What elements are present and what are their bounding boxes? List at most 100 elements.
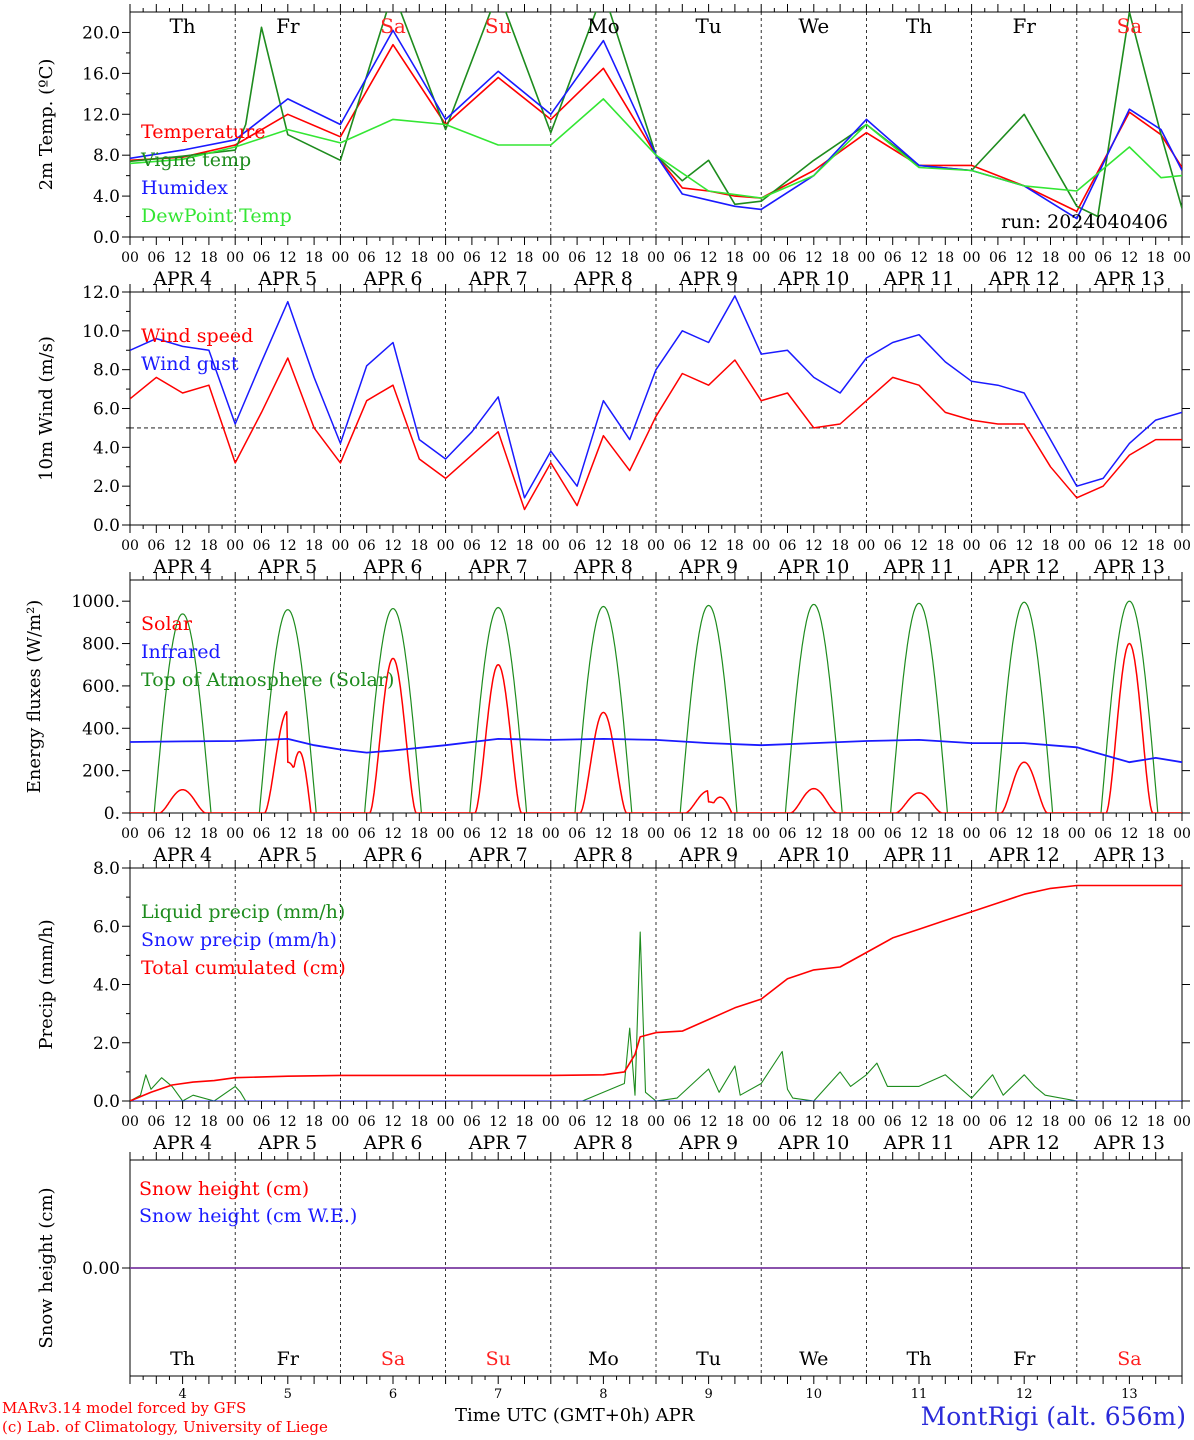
hour-tick-label: 00 bbox=[331, 538, 349, 554]
hour-tick-label: 18 bbox=[200, 538, 218, 554]
y-tick-label: 1000. bbox=[71, 592, 120, 612]
legend-label: Wind gust bbox=[141, 353, 239, 375]
hour-tick-label: 06 bbox=[463, 1114, 481, 1130]
hour-tick-label: 06 bbox=[779, 538, 797, 554]
hour-tick-label: 00 bbox=[1068, 250, 1086, 266]
date-label: APR 10 bbox=[777, 1132, 849, 1154]
hour-tick-label: 18 bbox=[621, 826, 639, 842]
y-tick-label: 8.0 bbox=[93, 146, 120, 166]
y-tick-label: 0.0 bbox=[93, 228, 120, 248]
hour-tick-label: 12 bbox=[384, 250, 402, 266]
hour-tick-label: 00 bbox=[1173, 1114, 1191, 1130]
date-label: APR 7 bbox=[468, 268, 528, 290]
hour-tick-label: 06 bbox=[147, 538, 165, 554]
hour-tick-label: 06 bbox=[673, 1114, 691, 1130]
day-name: Sa bbox=[380, 14, 406, 38]
solar-day-curve bbox=[656, 790, 762, 813]
date-label: APR 13 bbox=[1093, 268, 1165, 290]
hour-tick-label: 12 bbox=[805, 250, 823, 266]
hour-tick-label: 06 bbox=[1094, 1114, 1112, 1130]
hour-tick-label: 00 bbox=[1068, 826, 1086, 842]
hour-tick-label: 06 bbox=[463, 826, 481, 842]
hour-tick-label: 12 bbox=[910, 1114, 928, 1130]
hour-tick-label: 06 bbox=[1094, 250, 1112, 266]
hour-tick-label: 12 bbox=[489, 250, 507, 266]
legend-label: Snow height (cm) bbox=[139, 1178, 309, 1200]
hour-tick-label: 06 bbox=[673, 250, 691, 266]
hour-tick-label: 12 bbox=[594, 250, 612, 266]
hour-tick-label: 12 bbox=[594, 1114, 612, 1130]
hour-tick-label: 00 bbox=[752, 826, 770, 842]
date-label: APR 8 bbox=[573, 844, 633, 866]
hour-tick-label: 00 bbox=[857, 1114, 875, 1130]
hour-tick-label: 06 bbox=[463, 538, 481, 554]
hour-tick-label: 06 bbox=[358, 826, 376, 842]
panel-3-lines bbox=[130, 600, 1182, 813]
date-label: APR 11 bbox=[882, 268, 954, 290]
hour-tick-label: 18 bbox=[936, 1114, 954, 1130]
hour-tick-label: 00 bbox=[437, 826, 455, 842]
hour-tick-label: 06 bbox=[779, 1114, 797, 1130]
hour-tick-label: 18 bbox=[831, 250, 849, 266]
hour-tick-label: 12 bbox=[1015, 1114, 1033, 1130]
y-tick-label: 0.0 bbox=[93, 516, 120, 536]
day-number: 9 bbox=[704, 1387, 712, 1402]
hour-tick-label: 00 bbox=[121, 538, 139, 554]
hour-tick-label: 18 bbox=[726, 826, 744, 842]
hour-tick-label: 18 bbox=[410, 1114, 428, 1130]
y-tick-label: 2.0 bbox=[93, 477, 120, 497]
date-label: APR 6 bbox=[363, 844, 423, 866]
date-label: APR 7 bbox=[468, 844, 528, 866]
day-name: We bbox=[799, 1348, 828, 1370]
panel-2: 0.0 2.0 4.0 6.0 8.0 10.0 12.0 10m Wind (m/s) 00 0… bbox=[36, 283, 1191, 578]
hour-tick-label: 18 bbox=[936, 826, 954, 842]
hour-tick-label: 12 bbox=[700, 538, 718, 554]
hour-tick-label: 00 bbox=[1068, 1114, 1086, 1130]
series-line-temperature bbox=[130, 43, 1182, 213]
day-name: Fr bbox=[276, 14, 300, 38]
hour-tick-label: 18 bbox=[305, 250, 323, 266]
hour-tick-label: 00 bbox=[437, 1114, 455, 1130]
legend-label: Top of Atmosphere (Solar) bbox=[141, 669, 394, 691]
day-name: Sa bbox=[1117, 14, 1143, 38]
day-name: Sa bbox=[381, 1348, 405, 1370]
hour-tick-label: 18 bbox=[726, 1114, 744, 1130]
day-name: Sa bbox=[1117, 1348, 1141, 1370]
date-label: APR 12 bbox=[988, 844, 1060, 866]
date-label: APR 8 bbox=[573, 556, 633, 578]
hour-tick-label: 06 bbox=[253, 826, 271, 842]
series-line-vigne-temp bbox=[130, 12, 1182, 218]
hour-tick-label: 12 bbox=[1120, 1114, 1138, 1130]
day-name: Th bbox=[169, 14, 195, 38]
legend-label: DewPoint Temp bbox=[141, 205, 292, 227]
hour-tick-label: 00 bbox=[331, 1114, 349, 1130]
date-label: APR 4 bbox=[152, 1132, 212, 1154]
legend-label: Liquid precip (mm/h) bbox=[141, 901, 345, 923]
lab-credit: (c) Lab. of Climatology, University of L… bbox=[2, 1418, 328, 1436]
solar-day-curve bbox=[971, 761, 1077, 813]
hour-tick-label: 00 bbox=[226, 1114, 244, 1130]
hour-tick-label: 12 bbox=[700, 1114, 718, 1130]
hour-tick-label: 06 bbox=[673, 826, 691, 842]
date-label: APR 10 bbox=[777, 268, 849, 290]
panel-4-lines bbox=[130, 884, 1182, 1101]
hour-tick-label: 00 bbox=[226, 538, 244, 554]
solar-day-curve bbox=[445, 663, 551, 813]
panel-1-lines bbox=[130, 12, 1182, 220]
y-tick-label: 4.0 bbox=[93, 976, 120, 996]
hour-tick-label: 00 bbox=[963, 250, 981, 266]
toa-day-curve bbox=[866, 602, 972, 813]
hour-tick-label: 18 bbox=[831, 826, 849, 842]
hour-tick-label: 18 bbox=[1042, 1114, 1060, 1130]
hour-tick-label: 18 bbox=[516, 826, 534, 842]
day-number: 13 bbox=[1121, 1387, 1138, 1402]
date-label: APR 10 bbox=[777, 844, 849, 866]
hour-tick-label: 06 bbox=[253, 250, 271, 266]
panel-5: 0.00 Snow height (cm) Snow height (cm) Snow… bbox=[36, 1152, 1190, 1402]
day-name: Fr bbox=[1013, 1348, 1036, 1370]
legend-label: Humidex bbox=[141, 177, 228, 199]
day-name: Fr bbox=[1012, 14, 1036, 38]
hour-tick-label: 00 bbox=[437, 538, 455, 554]
footer-credits: MARv3.14 model forced by GFS (c) Lab. of… bbox=[2, 1399, 328, 1437]
hour-tick-label: 18 bbox=[936, 250, 954, 266]
